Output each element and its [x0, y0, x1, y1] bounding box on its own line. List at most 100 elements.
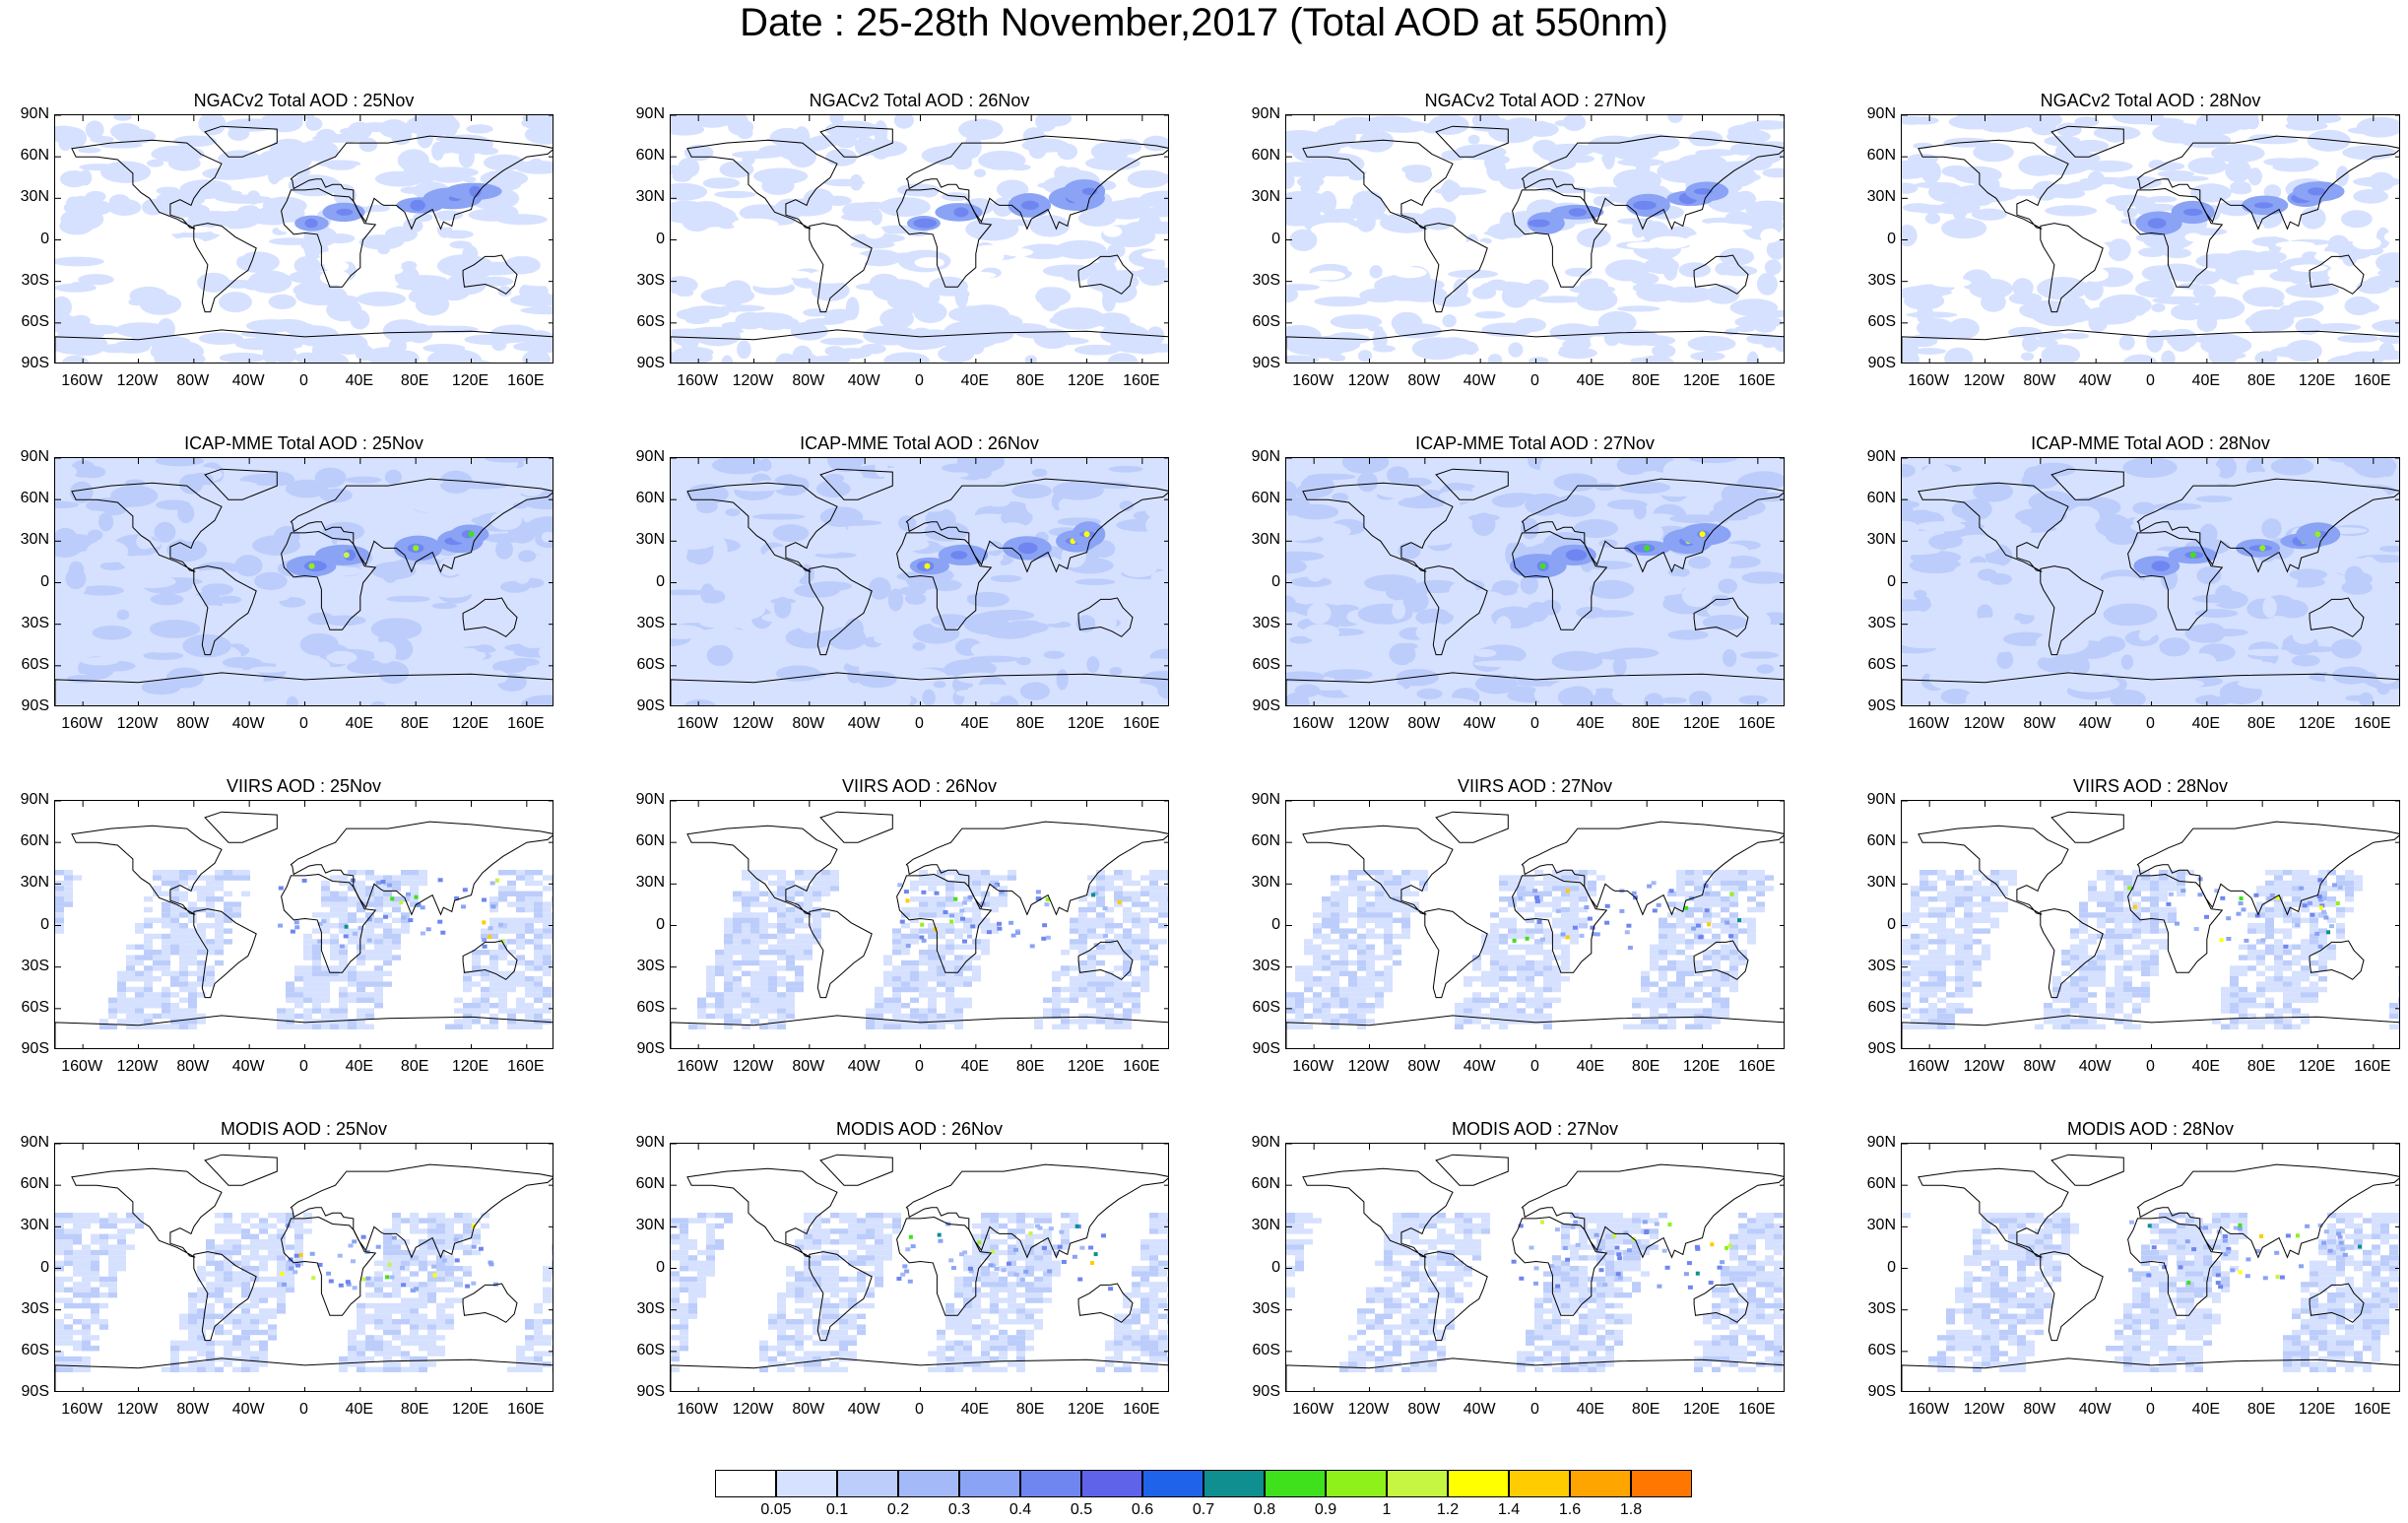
lon-tick-label: 120W [1963, 1401, 2005, 1418]
lat-tick-label: 90N [1251, 448, 1280, 465]
lat-tick-label: 60N [1251, 1175, 1280, 1193]
colorbar-swatch [1020, 1470, 1081, 1497]
coastline [809, 565, 873, 656]
lat-tick-label: 0 [1271, 572, 1280, 590]
coastline [1521, 135, 1784, 231]
coastline [2127, 873, 2224, 973]
coastline [1435, 125, 1509, 158]
coastline [1512, 187, 1608, 288]
coastline [2127, 1216, 2224, 1316]
lon-tick-label: 120E [451, 1058, 489, 1075]
lat-tick-label: 30S [1867, 614, 1896, 631]
coastline [2040, 1251, 2104, 1342]
lon-tick-label: 160W [61, 1401, 103, 1418]
coastline [1302, 825, 1454, 915]
lat-tick-label: 30S [1867, 271, 1896, 289]
coastline [1693, 1283, 1749, 1323]
coastline [2050, 1154, 2124, 1186]
coastline [905, 135, 1168, 231]
coastline [1693, 254, 1749, 295]
lat-tick-label: 90S [1252, 355, 1280, 371]
colorbar-swatch [959, 1470, 1020, 1497]
lon-tick-label: 160W [677, 1058, 719, 1075]
lat-tick-label: 0 [1271, 915, 1280, 933]
coastline [809, 908, 873, 999]
coastline [1286, 672, 1784, 705]
lat-tick-label: 60S [1867, 655, 1896, 673]
lat-tick-label: 0 [656, 572, 665, 590]
lon-tick-label: 40E [345, 372, 374, 389]
coastline [281, 873, 377, 973]
coastline [2309, 940, 2365, 980]
coastline [2136, 1163, 2399, 1259]
lat-tick-label: 60S [21, 655, 49, 673]
lat-tick-label: 0 [40, 1258, 49, 1276]
coastline [1435, 811, 1509, 843]
lon-tick-label: 80E [2246, 1401, 2276, 1418]
lon-tick-label: 160E [2354, 715, 2391, 732]
lon-tick-label: 40E [345, 715, 374, 732]
lat-tick-label: 60S [636, 1341, 665, 1358]
coastline [55, 1357, 553, 1391]
lon-tick-label: 80E [1015, 1058, 1045, 1075]
coastline [896, 530, 993, 630]
coastline [1918, 1167, 2069, 1258]
lon-tick-label: 40E [960, 372, 990, 389]
lat-tick-label: 90S [636, 1040, 665, 1057]
lon-tick-label: 80W [792, 1058, 825, 1075]
lat-tick-label: 60N [1251, 147, 1280, 165]
lat-tick-label: 60S [1867, 312, 1896, 330]
lon-tick-label: 0 [299, 715, 308, 732]
lon-tick-label: 80E [400, 1401, 429, 1418]
coastline [204, 811, 278, 843]
lon-tick-label: 80E [400, 372, 429, 389]
lat-tick-label: 60S [1867, 1341, 1896, 1358]
lat-tick-label: 90N [1251, 105, 1280, 122]
coastline [290, 1163, 553, 1259]
lon-tick-label: 160W [1292, 1401, 1334, 1418]
lon-tick-label: 120E [451, 1401, 489, 1418]
coastline [1077, 254, 1134, 295]
lon-tick-label: 120E [2298, 1401, 2336, 1418]
lat-tick-label: 60S [1867, 998, 1896, 1016]
lat-tick-label: 60S [636, 998, 665, 1016]
lat-tick-label: 30S [1867, 1299, 1896, 1317]
lat-tick-label: 30N [1866, 531, 1896, 549]
lon-tick-label: 160E [2354, 1058, 2391, 1075]
coastline [686, 482, 838, 572]
lon-tick-label: 160W [1908, 1058, 1950, 1075]
panel-title: NGACv2 Total AOD : 28Nov [2040, 91, 2261, 110]
lon-tick-label: 120E [2298, 372, 2336, 389]
coastline [204, 468, 278, 500]
coastline [281, 187, 377, 288]
lon-tick-label: 160W [1908, 1401, 1950, 1418]
map-panel: MODIS AOD : 28Nov 90N 60N 30N 0 30S 60S 90S 160W… [1867, 1119, 2400, 1427]
lon-tick-label: 120E [451, 372, 489, 389]
lon-tick-label: 0 [2146, 715, 2155, 732]
coastline [1302, 1167, 1454, 1258]
coastline [1424, 223, 1488, 313]
lon-tick-label: 160E [507, 372, 545, 389]
map-panel: VIIRS AOD : 26Nov 90N 60N 30N 0 30S 60S 90S 160W… [636, 776, 1169, 1085]
coastline [2309, 254, 2365, 295]
lat-tick-label: 0 [1887, 1258, 1896, 1276]
lon-tick-label: 160W [61, 1058, 103, 1075]
coastline [686, 825, 838, 915]
coastline [905, 821, 1168, 916]
lat-tick-label: 30S [636, 271, 665, 289]
lat-tick-label: 0 [1887, 915, 1896, 933]
lat-tick-label: 30N [20, 188, 49, 206]
coastline [281, 1216, 377, 1316]
coastline [1286, 1015, 1784, 1048]
lat-tick-label: 90S [1252, 697, 1280, 714]
lon-tick-label: 80E [400, 1058, 429, 1075]
lon-tick-label: 0 [299, 1401, 308, 1418]
lat-tick-label: 90S [1867, 355, 1896, 371]
coastline [819, 811, 893, 843]
lon-tick-label: 40E [960, 715, 990, 732]
lat-tick-label: 30N [635, 1217, 665, 1234]
lat-tick-label: 90S [21, 355, 49, 371]
lon-tick-label: 120E [1682, 1401, 1721, 1418]
panel-title: VIIRS AOD : 25Nov [226, 776, 382, 796]
lon-tick-label: 40W [1463, 715, 1496, 732]
